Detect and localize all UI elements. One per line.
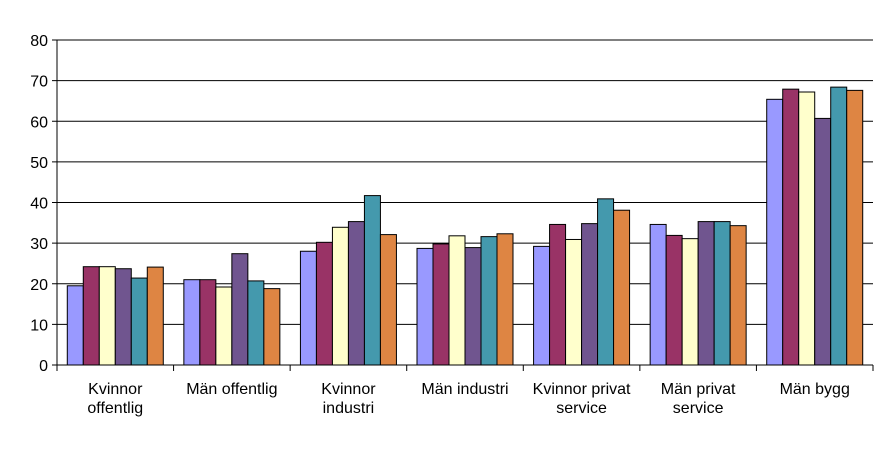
x-category-label: Män privat service xyxy=(661,381,736,417)
bar xyxy=(597,198,615,366)
x-category-label: Kvinnor offentlig xyxy=(87,381,143,417)
bar xyxy=(299,250,317,366)
bar xyxy=(649,223,667,366)
x-category-label-line: Män industri xyxy=(421,381,508,398)
x-category-label-line: Kvinnor privat xyxy=(533,381,631,398)
bar xyxy=(613,209,631,366)
x-category-label: Kvinnor industri xyxy=(321,381,376,417)
bar xyxy=(263,288,281,366)
x-category-label-line: offentlig xyxy=(87,400,143,417)
bar xyxy=(146,266,164,366)
bar xyxy=(581,223,599,366)
y-tick-label: 40 xyxy=(30,196,48,213)
x-category-label-line: Män bygg xyxy=(780,381,850,398)
labels: 0 10 20 30 40 50 60 70 80 Kvinnor offentlig Män off… xyxy=(30,33,850,417)
bar xyxy=(846,89,864,366)
bar xyxy=(814,117,832,366)
x-category-label: Män industri xyxy=(421,381,508,398)
y-tick-label: 0 xyxy=(39,358,48,375)
bar xyxy=(448,235,466,366)
x-category-label-line: service xyxy=(556,400,607,417)
bar xyxy=(782,88,800,366)
bar xyxy=(533,245,551,366)
y-tick-label: 50 xyxy=(30,155,48,172)
x-category-label: Män bygg xyxy=(780,381,850,398)
y-tick-label: 60 xyxy=(30,114,48,131)
bar xyxy=(496,233,514,366)
bar xyxy=(331,226,349,366)
bar xyxy=(432,243,450,366)
x-category-label: Kvinnor privat service xyxy=(533,381,631,417)
bar xyxy=(215,286,233,366)
bar xyxy=(231,253,249,366)
bar xyxy=(347,221,365,366)
x-category-label-line: Kvinnor xyxy=(321,381,376,398)
bar xyxy=(549,223,567,366)
x-category-label-line: service xyxy=(673,400,724,417)
y-tick-label: 20 xyxy=(30,277,48,294)
y-tick-label: 30 xyxy=(30,236,48,253)
bar xyxy=(315,241,333,366)
bar xyxy=(729,225,747,366)
x-category-label-line: Män offentlig xyxy=(186,381,277,398)
bar xyxy=(830,86,848,366)
bar xyxy=(798,91,816,366)
bar xyxy=(130,277,148,366)
bar xyxy=(199,279,217,366)
bar xyxy=(713,221,731,366)
bar xyxy=(183,279,201,366)
axes xyxy=(52,39,874,371)
bar xyxy=(82,266,100,366)
bar xyxy=(66,285,84,366)
y-tick-label: 10 xyxy=(30,317,48,334)
x-category-label-line: industri xyxy=(323,400,375,417)
bar xyxy=(114,268,132,366)
bar xyxy=(379,234,397,366)
x-category-label-line: Kvinnor xyxy=(88,381,143,398)
bar xyxy=(247,280,265,366)
bar xyxy=(416,247,434,366)
y-tick-label: 70 xyxy=(30,74,48,91)
y-tick-label: 80 xyxy=(30,33,48,50)
bar xyxy=(565,238,583,366)
bar xyxy=(665,234,683,366)
bars xyxy=(66,86,864,366)
bar xyxy=(464,247,482,366)
bar xyxy=(697,221,715,366)
x-category-label-line: Män privat xyxy=(661,381,736,398)
bar xyxy=(363,195,381,366)
bar xyxy=(766,98,784,366)
bar xyxy=(681,238,699,366)
bar xyxy=(98,266,116,366)
x-category-label: Män offentlig xyxy=(186,381,277,398)
bar xyxy=(480,236,498,366)
